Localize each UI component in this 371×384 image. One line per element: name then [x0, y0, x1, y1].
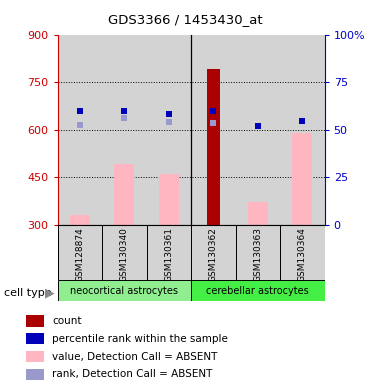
- Text: GSM130340: GSM130340: [120, 227, 129, 282]
- Text: GSM130364: GSM130364: [298, 227, 307, 282]
- Text: GSM130362: GSM130362: [209, 227, 218, 282]
- Text: GSM130361: GSM130361: [164, 227, 173, 282]
- Text: neocortical astrocytes: neocortical astrocytes: [70, 286, 178, 296]
- Text: count: count: [52, 316, 82, 326]
- Bar: [26, 316, 44, 327]
- Bar: [207, 70, 220, 225]
- Bar: [58, 280, 191, 301]
- Text: ▶: ▶: [45, 286, 55, 300]
- Bar: [26, 369, 44, 380]
- Bar: [248, 202, 268, 225]
- Bar: [102, 225, 147, 280]
- Bar: [114, 164, 134, 225]
- Bar: [191, 225, 236, 280]
- Text: percentile rank within the sample: percentile rank within the sample: [52, 334, 228, 344]
- Text: GSM128874: GSM128874: [75, 227, 84, 282]
- Bar: [159, 174, 179, 225]
- Bar: [26, 333, 44, 344]
- Text: GSM130363: GSM130363: [253, 227, 262, 282]
- Bar: [292, 133, 312, 225]
- Text: cell type: cell type: [4, 288, 51, 298]
- Text: value, Detection Call = ABSENT: value, Detection Call = ABSENT: [52, 352, 217, 362]
- Text: rank, Detection Call = ABSENT: rank, Detection Call = ABSENT: [52, 369, 212, 379]
- Text: cerebellar astrocytes: cerebellar astrocytes: [207, 286, 309, 296]
- Bar: [191, 280, 325, 301]
- Bar: [70, 215, 90, 225]
- Bar: [280, 225, 325, 280]
- Bar: [26, 351, 44, 362]
- Bar: [147, 225, 191, 280]
- Bar: [58, 225, 102, 280]
- Text: GDS3366 / 1453430_at: GDS3366 / 1453430_at: [108, 13, 263, 26]
- Bar: [236, 225, 280, 280]
